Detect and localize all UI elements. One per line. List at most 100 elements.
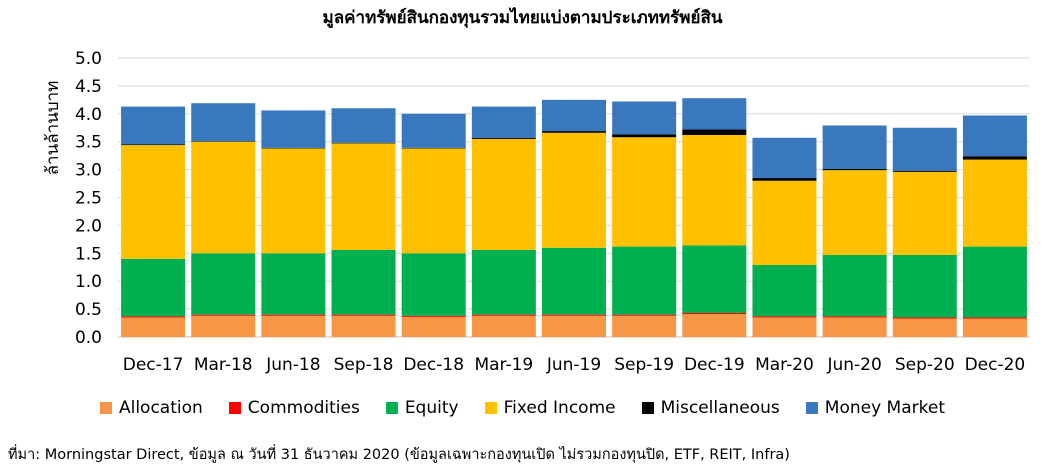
y-tick-label: 4.0 xyxy=(75,105,102,125)
bar-miscellaneous xyxy=(261,147,326,149)
bar-money-market xyxy=(401,113,466,148)
x-tick-label: Sep-19 xyxy=(614,355,674,375)
bar-equity xyxy=(121,258,186,317)
bar-equity xyxy=(962,246,1027,318)
legend-swatch xyxy=(805,402,818,414)
y-tick-label: 2.0 xyxy=(75,216,102,236)
bar-fixed-income xyxy=(962,159,1027,247)
bar-allocation xyxy=(401,316,466,337)
legend-item: Equity xyxy=(385,398,459,418)
bar-commodities xyxy=(471,314,536,316)
legend-label: Miscellaneous xyxy=(660,398,780,418)
bar-money-market xyxy=(331,108,396,143)
y-tick-label: 1.0 xyxy=(75,272,102,292)
bar-fixed-income xyxy=(612,137,677,247)
x-tick-label: Sep-20 xyxy=(895,355,955,375)
bar-money-market xyxy=(892,127,957,171)
bar-miscellaneous xyxy=(331,142,396,144)
legend-swatch xyxy=(385,402,398,414)
bar-equity xyxy=(401,253,466,316)
bar-commodities xyxy=(191,314,256,316)
x-tick-label: Dec-19 xyxy=(684,355,745,375)
y-tick-label: 0.5 xyxy=(75,300,102,320)
bar-equity xyxy=(822,254,887,317)
bar-fixed-income xyxy=(822,170,887,255)
source-note: ที่มา: Morningstar Direct, ข้อมูล ณ วันท… xyxy=(8,447,790,463)
bar-miscellaneous xyxy=(542,131,606,133)
legend-swatch xyxy=(484,402,497,414)
bar-equity xyxy=(892,254,957,318)
bar-miscellaneous xyxy=(612,134,677,138)
bar-money-market xyxy=(612,101,677,135)
x-tick-label: Jun-19 xyxy=(546,355,601,375)
bar-equity xyxy=(682,245,747,314)
bar-allocation xyxy=(962,318,1027,337)
legend-swatch xyxy=(228,402,241,414)
bar-allocation xyxy=(331,315,396,337)
bar-fixed-income xyxy=(471,138,536,250)
bar-allocation xyxy=(261,315,326,337)
x-tick-label: Mar-19 xyxy=(474,355,533,375)
bar-equity xyxy=(471,249,536,315)
chart-plot: 0.0 0.5 1.0 1.5 2.0 2.5 3.0 3.5 4.0 4.5 5.0 Dec-17 M… xyxy=(43,49,1030,375)
bar-commodities xyxy=(752,316,817,318)
bar-money-market xyxy=(962,115,1027,157)
bar-money-market xyxy=(752,137,817,178)
bar-commodities xyxy=(962,317,1027,319)
bar-equity xyxy=(261,253,326,315)
bar-fixed-income xyxy=(542,132,606,248)
bar-miscellaneous xyxy=(401,147,466,149)
bar-miscellaneous xyxy=(682,129,747,135)
bar-equity xyxy=(542,247,606,315)
legend-label: Fixed Income xyxy=(503,398,616,418)
bar-commodities xyxy=(261,314,326,316)
tick-labels: 0.0 0.5 1.0 1.5 2.0 2.5 3.0 3.5 4.0 4.5 5.0 Dec-17 M… xyxy=(75,49,1025,375)
bar-commodities xyxy=(331,314,396,316)
bar-commodities xyxy=(121,316,186,318)
bar-miscellaneous xyxy=(121,144,186,146)
bar-allocation xyxy=(121,317,186,337)
legend-item: Money Market xyxy=(805,398,945,418)
legend: Allocation Commodities Equity Fixed Income M… xyxy=(0,398,1045,418)
bar-fixed-income xyxy=(752,180,817,266)
bar-fixed-income xyxy=(892,171,957,255)
bar-commodities xyxy=(542,314,606,316)
bar-commodities xyxy=(822,316,887,318)
bar-commodities xyxy=(612,314,677,316)
bar-money-market xyxy=(542,99,606,132)
bar-allocation xyxy=(612,315,677,337)
x-tick-label: Jun-18 xyxy=(265,355,320,375)
bar-commodities xyxy=(401,315,466,317)
bar-allocation xyxy=(752,317,817,337)
bar-allocation xyxy=(191,315,256,337)
bar-money-market xyxy=(682,98,747,130)
legend-item: Allocation xyxy=(99,398,203,418)
bar-allocation xyxy=(822,317,887,337)
bar-fixed-income xyxy=(191,141,256,254)
bar-miscellaneous xyxy=(191,141,256,142)
legend-item: Fixed Income xyxy=(484,398,616,418)
y-axis-title: ล้านล้านบาท xyxy=(43,81,63,176)
bar-allocation xyxy=(542,315,606,337)
y-tick-label: 2.5 xyxy=(75,189,102,209)
legend-item: Commodities xyxy=(228,398,360,418)
bar-fixed-income xyxy=(331,143,396,250)
bar-miscellaneous xyxy=(752,177,817,181)
x-tick-label: Mar-18 xyxy=(194,355,253,375)
bar-equity xyxy=(331,249,396,315)
y-tick-label: 3.5 xyxy=(75,133,102,153)
bar-money-market xyxy=(261,110,326,148)
y-tick-label: 3.0 xyxy=(75,161,102,181)
y-tick-label: 5.0 xyxy=(75,49,102,69)
bar-fixed-income xyxy=(121,145,186,259)
bar-fixed-income xyxy=(682,135,747,246)
bar-miscellaneous xyxy=(822,169,887,171)
bar-equity xyxy=(191,253,256,315)
x-tick-label: Dec-17 xyxy=(123,355,184,375)
chart-title: มูลค่าทรัพย์สินกองทุนรวมไทยแบ่งตามประเภท… xyxy=(322,8,723,28)
bar-allocation xyxy=(682,314,747,337)
x-tick-label: Dec-18 xyxy=(403,355,464,375)
bar-money-market xyxy=(191,103,256,142)
legend-label: Commodities xyxy=(247,398,360,418)
y-tick-label: 1.5 xyxy=(75,244,102,264)
